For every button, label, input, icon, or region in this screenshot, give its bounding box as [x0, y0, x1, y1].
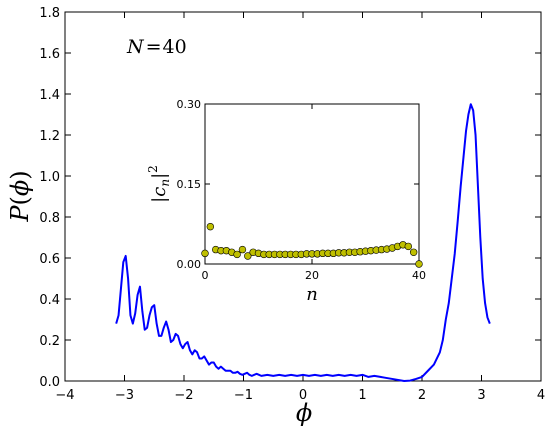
- inset-y-axis-title: |cn|2: [146, 165, 172, 203]
- inset-y-tick-label: 0.30: [177, 98, 202, 111]
- x-tick-label: −3: [115, 388, 134, 403]
- coefficient-point: [201, 249, 209, 258]
- y-tick-label: 0.0: [39, 375, 60, 390]
- coefficient-point: [244, 252, 252, 260]
- inset-y-bar-right: |: [149, 173, 170, 179]
- inset-x-tick-label: 40: [412, 269, 426, 282]
- coefficient-point: [404, 242, 412, 251]
- coefficient-point: [238, 245, 247, 254]
- inset-x-tick-label: 20: [305, 269, 319, 282]
- y-tick-label: 1.2: [39, 129, 60, 144]
- x-tick-label: −1: [234, 388, 253, 403]
- x-tick-label: 2: [418, 388, 426, 403]
- inset-y-sub: n: [158, 179, 172, 187]
- y-tick-label: 1.6: [39, 47, 60, 62]
- inset-y-bar-left: |: [149, 197, 170, 203]
- main-y-axis-title: P(ϕ): [6, 170, 34, 222]
- coefficient-point: [409, 248, 418, 256]
- y-tick-label: 1.0: [39, 170, 60, 185]
- coefficient-point: [206, 222, 215, 231]
- main-x-axis-title: ϕ: [296, 399, 312, 427]
- y-tick-label: 0.2: [39, 334, 60, 349]
- x-tick-label: 4: [537, 388, 545, 403]
- main-series: [115, 103, 491, 382]
- main-y-axis-title-open: (: [6, 196, 34, 205]
- n-annotation-lhs: N: [126, 36, 145, 58]
- inset-plot-frame: [204, 103, 420, 265]
- coefficient-point: [415, 260, 423, 268]
- x-tick-label: −4: [55, 388, 74, 403]
- inset-y-var: c: [149, 187, 170, 197]
- main-ticks: −4 −3 −2 −1 0 1 2 3 4 0.0 0.2 0.4 0.6 0.8 1.0 1.2 1.4 1.6…: [39, 6, 545, 403]
- y-tick-label: 1.4: [39, 88, 60, 103]
- probability-curve: [115, 103, 491, 382]
- x-tick-label: 1: [358, 388, 366, 403]
- x-tick-label: 3: [477, 388, 485, 403]
- n-annotation-eq: =: [146, 36, 162, 58]
- y-tick-label: 0.8: [39, 211, 60, 226]
- inset-x-axis-title: n: [306, 284, 318, 305]
- main-y-axis-title-main: P: [6, 205, 34, 223]
- main-y-axis-title-close: ): [6, 170, 34, 179]
- inset-x-tick-label: 0: [202, 269, 209, 282]
- inset-series: [201, 222, 423, 268]
- inset-y-tick-label: 0.00: [177, 258, 202, 271]
- n-annotation-rhs: 40: [163, 36, 187, 58]
- x-tick-label: −2: [174, 388, 193, 403]
- x-tick-label: 0: [299, 388, 307, 403]
- y-tick-label: 0.4: [39, 293, 60, 308]
- inset-y-sup: 2: [146, 165, 160, 173]
- y-tick-label: 0.6: [39, 252, 60, 267]
- main-y-axis-title-arg: ϕ: [6, 180, 34, 196]
- inset-y-tick-label: 0.15: [177, 178, 202, 191]
- coefficient-point: [233, 250, 241, 259]
- y-tick-label: 1.8: [39, 6, 60, 21]
- n-annotation: N =40: [126, 36, 187, 58]
